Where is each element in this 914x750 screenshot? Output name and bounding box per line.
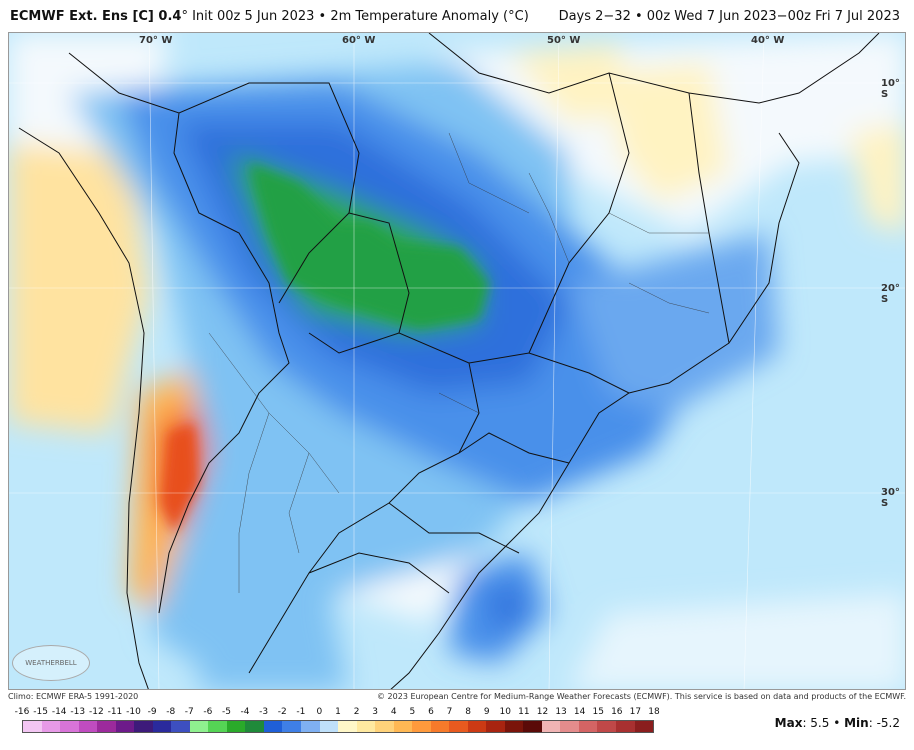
colorbar-tick-label: 11 [518, 707, 530, 717]
colorbar-cell [504, 721, 524, 732]
colorbar-tick-label: -9 [147, 707, 157, 717]
colorbar-tick-label: 12 [536, 707, 549, 717]
colorbar-tick-label: -7 [184, 707, 194, 717]
colorbar-tick-label: 4 [390, 707, 397, 717]
colorbar-tick-label: 6 [428, 707, 434, 717]
title-detail: ° Init 00z 5 Jun 2023 • 2m Temperature A… [181, 9, 529, 24]
colorbar-cell [430, 721, 450, 732]
header: ECMWF Ext. Ens [C] 0.4° Init 00z 5 Jun 2… [0, 0, 914, 32]
colorbar-cell [152, 721, 172, 732]
colorbar-tick-label: 3 [372, 707, 379, 717]
min-label: Min [844, 716, 869, 730]
lon-label-60w: 60° W [342, 35, 376, 46]
colorbar-cell [97, 721, 116, 732]
colorbar-tick-label: -15 [33, 707, 48, 717]
colorbar-cell [560, 721, 579, 732]
colorbar-tick-label: 0 [316, 707, 323, 717]
colorbar-tick-label: 10 [499, 707, 512, 717]
lon-label-40w: 40° W [751, 35, 785, 46]
colorbar-cell [467, 721, 487, 732]
colorbar-tick-label: 15 [592, 707, 604, 717]
colorbar-cell [226, 721, 246, 732]
colorbar-cell [412, 721, 431, 732]
colorbar-cell [338, 721, 357, 732]
colorbar-tick-label: -13 [70, 707, 86, 717]
colorbar-tick-label: -2 [277, 707, 287, 717]
colorbar-cell [41, 721, 61, 732]
colorbar-cells [22, 720, 654, 733]
valid-period: Days 2−32 • 00z Wed 7 Jun 2023−00z Fri 7… [558, 9, 900, 24]
colorbar-cell [393, 721, 413, 732]
colorbar-cell [375, 721, 394, 732]
colorbar-tick-label: 7 [446, 707, 453, 717]
colorbar-tick-label: 2 [353, 707, 360, 717]
colorbar-cell [171, 721, 190, 732]
colorbar-cell [115, 721, 135, 732]
colorbar-cell [634, 721, 654, 732]
lat-label-20s: 20° S [881, 283, 900, 305]
anomaly-map: 70° W 60° W 50° W 40° W 10° S 20° S 30° … [8, 32, 906, 690]
max-label: Max [774, 716, 803, 730]
colorbar-tick-label: -16 [14, 707, 30, 717]
colorbar-cell [208, 721, 227, 732]
max-value: 5.5 [810, 716, 830, 730]
colorbar-ticks: -16 -15 -14 -13 -12 -11 -10 -9 -8 -7 -6 -5 -4 -3 -2 -1 0… [15, 707, 660, 719]
min-value: -5.2 [876, 716, 900, 730]
colorbar-tick-label: 14 [573, 707, 586, 717]
colorbar-tick-label: 16 [611, 707, 623, 717]
colorbar-cell [523, 721, 542, 732]
map-title: ECMWF Ext. Ens [C] 0.4° Init 00z 5 Jun 2… [10, 9, 529, 24]
max-min-readout: Max: 5.5 • Min: -5.2 [774, 716, 900, 730]
colorbar-cell [263, 721, 283, 732]
map-canvas [9, 33, 905, 689]
climo-credit: Climo: ECMWF ERA-5 1991-2020 [8, 692, 139, 701]
colorbar-cell [245, 721, 264, 732]
colorbar-tick-label: -10 [126, 707, 141, 717]
lon-label-70w: 70° W [139, 35, 173, 46]
colorbar-tick-label: -11 [107, 707, 123, 717]
colorbar-tick-label: -12 [88, 707, 104, 717]
colorbar-tick-label: 9 [483, 707, 490, 717]
colorbar-tick-label: -14 [51, 707, 67, 717]
weatherbell-logo: WEATHERBELL [12, 645, 90, 681]
colorbar-tick-label: -8 [166, 707, 176, 717]
state-lines [208, 132, 710, 593]
colorbar-cell [319, 721, 339, 732]
colorbar-cell [60, 721, 79, 732]
colorbar-cell [541, 721, 561, 732]
lat-label-30s: 30° S [881, 487, 900, 509]
colorbar-tick-label: 18 [648, 707, 660, 717]
colorbar-tick-label: 8 [465, 707, 471, 717]
colorbar-cell [134, 721, 153, 732]
lon-label-50w: 50° W [547, 35, 581, 46]
copyright-credit: © 2023 European Centre for Medium-Range … [377, 692, 906, 701]
colorbar-tick-label: -1 [296, 707, 306, 717]
colorbar: -16 -15 -14 -13 -12 -11 -10 -9 -8 -7 -6 -5 -4 -3 -2 -1 0… [15, 707, 660, 735]
graticule [9, 33, 905, 689]
colorbar-tick-label: -3 [259, 707, 269, 717]
colorbar-cell [23, 721, 42, 732]
colorbar-tick-label: -4 [240, 707, 250, 717]
colorbar-cell [597, 721, 616, 732]
colorbar-cell [356, 721, 376, 732]
colorbar-tick-label: -6 [203, 707, 213, 717]
colorbar-cell [189, 721, 209, 732]
colorbar-cell [78, 721, 98, 732]
colorbar-tick-label: 5 [409, 707, 416, 717]
colorbar-tick-label: 13 [555, 707, 567, 717]
anomaly-detail [161, 163, 489, 533]
lat-label-10s: 10° S [881, 78, 900, 100]
colorbar-cell [616, 721, 635, 732]
credits: Climo: ECMWF ERA-5 1991-2020 © 2023 Euro… [8, 692, 906, 704]
colorbar-tick-label: 17 [629, 707, 642, 717]
colorbar-tick-label: -5 [221, 707, 231, 717]
colorbar-cell [486, 721, 505, 732]
colorbar-tick-label: 1 [335, 707, 341, 717]
colorbar-cell [300, 721, 320, 732]
borders [18, 33, 880, 689]
colorbar-cell [578, 721, 598, 732]
colorbar-cell [449, 721, 468, 732]
colorbar-cell [282, 721, 301, 732]
model-name: ECMWF Ext. Ens [C] 0.4 [10, 9, 182, 24]
